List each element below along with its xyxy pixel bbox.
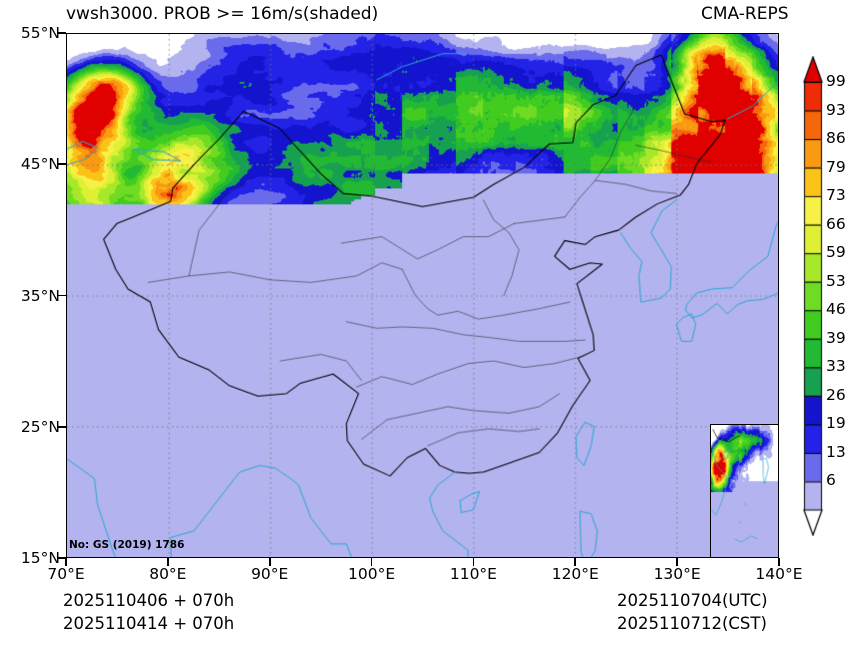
- latitude-tick-mark: [58, 32, 66, 34]
- probability-heatmap: [67, 34, 778, 557]
- longitude-tick-label: 80°E: [149, 565, 187, 583]
- longitude-tick-mark: [370, 558, 373, 566]
- latitude-tick-mark: [58, 294, 66, 297]
- longitude-tick-label: 140°E: [755, 565, 803, 583]
- colorbar-tick-label: 66: [826, 214, 846, 233]
- latitude-tick-mark: [58, 557, 66, 559]
- latitude-tick-mark: [58, 425, 66, 428]
- map-approval-watermark: No: GS (2019) 1786: [69, 539, 185, 551]
- colorbar-tick-label: 26: [826, 385, 846, 404]
- map-plot-area: [66, 33, 779, 558]
- colorbar-tick-label: 73: [826, 186, 846, 205]
- inset-heatmap: [711, 425, 778, 557]
- colorbar-tick-label: 33: [826, 357, 846, 376]
- footer-init-utc: 2025110406 + 070h: [63, 591, 235, 610]
- longitude-tick-mark: [574, 558, 577, 566]
- colorbar-tick-label: 86: [826, 129, 846, 148]
- latitude-tick-label: 25°N: [20, 417, 60, 436]
- south-china-sea-inset: [710, 424, 779, 558]
- longitude-tick-mark: [167, 558, 169, 566]
- longitude-tick-label: 100°E: [347, 565, 396, 583]
- footer-valid-utc: 2025110704(UTC): [617, 591, 768, 610]
- colorbar-tick-label: 19: [826, 414, 846, 433]
- footer-valid-cst: 2025110712(CST): [617, 614, 767, 633]
- page-title: vwsh3000. PROB >= 16m/s(shaded): [66, 4, 379, 24]
- longitude-tick-mark: [268, 558, 271, 566]
- colorbar-tick-label: 79: [826, 157, 846, 176]
- longitude-tick-label: 130°E: [653, 565, 701, 583]
- longitude-tick-mark: [676, 558, 678, 566]
- colorbar-tick-label: 39: [826, 328, 846, 347]
- longitude-tick-label: 110°E: [449, 565, 497, 583]
- footer-init-cst: 2025110414 + 070h: [63, 614, 235, 633]
- longitude-tick-mark: [472, 558, 475, 566]
- latitude-tick-mark: [58, 163, 66, 166]
- model-label: CMA-REPS: [701, 4, 789, 24]
- latitude-tick-label: 35°N: [20, 286, 60, 305]
- latitude-tick-label: 15°N: [20, 549, 60, 567]
- colorbar: 6 13 19 26 33 39 46 53 59 66 73 79 86 93 99: [800, 56, 858, 536]
- colorbar-tick-label: 46: [826, 300, 846, 319]
- colorbar-tick-label: 53: [826, 271, 846, 290]
- longitude-tick-label: 120°E: [551, 565, 599, 583]
- colorbar-gradient: [800, 56, 826, 536]
- colorbar-tick-label: 59: [826, 243, 846, 262]
- colorbar-tick-label: 93: [826, 100, 846, 119]
- latitude-tick-label: 45°N: [20, 155, 60, 174]
- longitude-tick-mark: [65, 558, 67, 566]
- latitude-tick-label: 55°N: [20, 24, 60, 42]
- colorbar-tick-label: 99: [826, 72, 846, 90]
- colorbar-tick-label: 6: [826, 471, 836, 490]
- longitude-tick-label: 90°E: [251, 565, 289, 583]
- colorbar-tick-label: 13: [826, 442, 846, 461]
- longitude-tick-mark: [778, 558, 780, 566]
- longitude-tick-label: 70°E: [47, 565, 85, 583]
